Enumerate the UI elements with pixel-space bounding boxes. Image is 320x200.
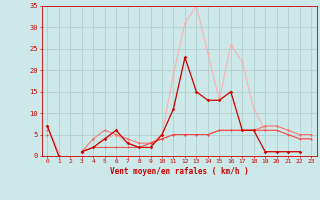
X-axis label: Vent moyen/en rafales ( km/h ): Vent moyen/en rafales ( km/h ) — [110, 167, 249, 176]
